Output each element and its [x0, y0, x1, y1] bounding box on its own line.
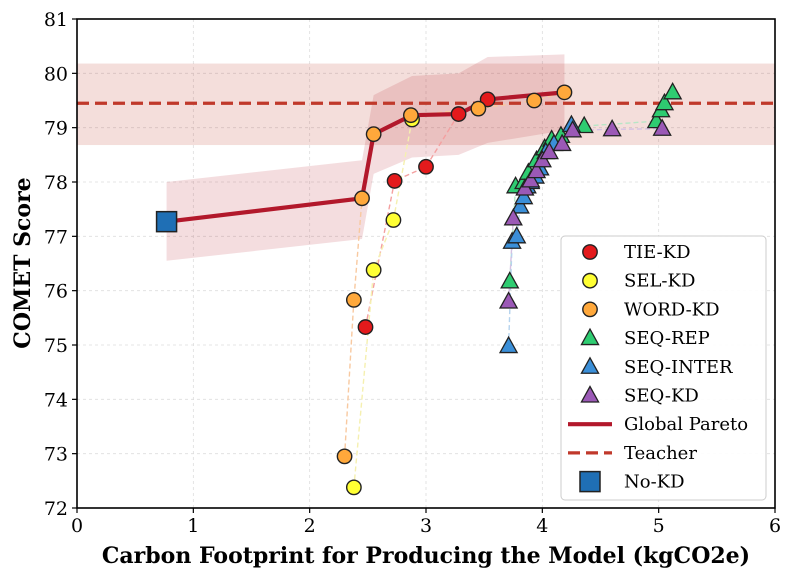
data-point-tie-kd [357, 319, 374, 335]
data-point-seq-kd [652, 118, 672, 136]
y-tick-label: 80 [44, 63, 68, 85]
y-tick-label: 73 [44, 444, 68, 466]
data-point-seq-rep [654, 92, 675, 111]
legend-seq-rep-label: SEQ-REP [624, 328, 710, 349]
x-tick-label: 4 [536, 515, 548, 537]
legend-seq-inter-swatch [580, 356, 600, 374]
y-tick-label: 72 [44, 498, 68, 520]
no-kd-marker [155, 210, 178, 233]
data-point-seq-kd [526, 160, 547, 179]
data-point-word-kd [556, 84, 573, 101]
data-point-seq-kd [503, 208, 523, 226]
legend-seq-rep-swatch [580, 327, 600, 346]
data-point-seq-inter [514, 186, 534, 205]
legend-sel-kd-swatch [582, 272, 598, 289]
y-tick-label: 74 [44, 389, 68, 411]
data-point-sel-kd [365, 262, 382, 278]
legend-seq-inter-label: SEQ-INTER [624, 357, 733, 378]
data-point-seq-inter [510, 196, 530, 214]
legend-sel-kd-label: SEL-KD [624, 271, 695, 292]
legend-no-kd-label: No-KD [624, 472, 685, 493]
legend-seq-kd-label: SEQ-KD [624, 386, 699, 407]
y-tick-label: 77 [44, 226, 68, 248]
legend-word-kd-swatch [582, 301, 598, 318]
legend-tie-kd-swatch [582, 244, 598, 260]
x-tick-label: 6 [769, 515, 781, 537]
data-point-word-kd [402, 107, 419, 124]
legend-word-kd-label: WORD-KD [624, 299, 720, 320]
data-point-tie-kd [450, 106, 467, 122]
y-tick-label: 79 [44, 118, 68, 140]
data-point-tie-kd [479, 91, 496, 108]
data-point-seq-inter [507, 225, 527, 244]
data-point-seq-rep [574, 115, 594, 134]
x-tick-label: 5 [653, 515, 665, 537]
data-point-word-kd [336, 448, 353, 465]
y-tick-label: 75 [44, 335, 68, 357]
data-point-seq-kd [521, 170, 541, 188]
legend-box [560, 235, 767, 501]
y-tick-label: 78 [44, 172, 68, 194]
data-point-sel-kd [385, 212, 402, 228]
data-point-seq-rep [662, 82, 683, 100]
data-point-word-kd [354, 190, 370, 207]
axis-ticks: 0 1 2 3 4 5 6 72 73 74 75 76 77 78 79 80 81 [44, 9, 781, 537]
x-tick-label: 0 [71, 515, 83, 537]
y-axis-label: COMET Score [10, 177, 36, 348]
data-point-seq-kd [602, 118, 622, 137]
data-point-tie-kd [418, 158, 434, 175]
legend-no-kd-swatch [579, 470, 601, 493]
data-point-seq-kd [562, 120, 583, 138]
x-tick-label: 3 [420, 515, 432, 537]
data-point-word-kd [526, 92, 543, 109]
legend-teacher-label: Teacher [624, 443, 697, 464]
data-point-seq-kd [552, 133, 572, 152]
data-point-seq-kd [498, 291, 519, 309]
x-tick-label: 1 [187, 515, 199, 537]
y-tick-label: 76 [44, 281, 68, 303]
series-markers [155, 82, 683, 496]
legend-global-pareto-label: Global Pareto [624, 414, 748, 435]
legend-seq-kd-swatch [580, 385, 600, 403]
x-tick-label: 2 [304, 515, 316, 537]
series-line-sel-kd [353, 119, 413, 488]
x-axis-label: Carbon Footprint for Producing the Model… [102, 543, 750, 569]
data-point-word-kd [470, 100, 487, 117]
y-tick-label: 81 [44, 9, 68, 31]
data-point-sel-kd [345, 479, 362, 496]
legend-tie-kd-label: TIE-KD [624, 242, 691, 263]
data-point-seq-inter [498, 335, 519, 354]
data-point-word-kd [345, 292, 362, 308]
data-point-seq-rep [500, 271, 520, 289]
data-point-word-kd [365, 126, 382, 143]
data-point-tie-kd [386, 173, 403, 189]
legend: TIE-KD SEL-KD WORD-KD SEQ-REP SEQ-INTER SEQ-K… [560, 235, 767, 501]
